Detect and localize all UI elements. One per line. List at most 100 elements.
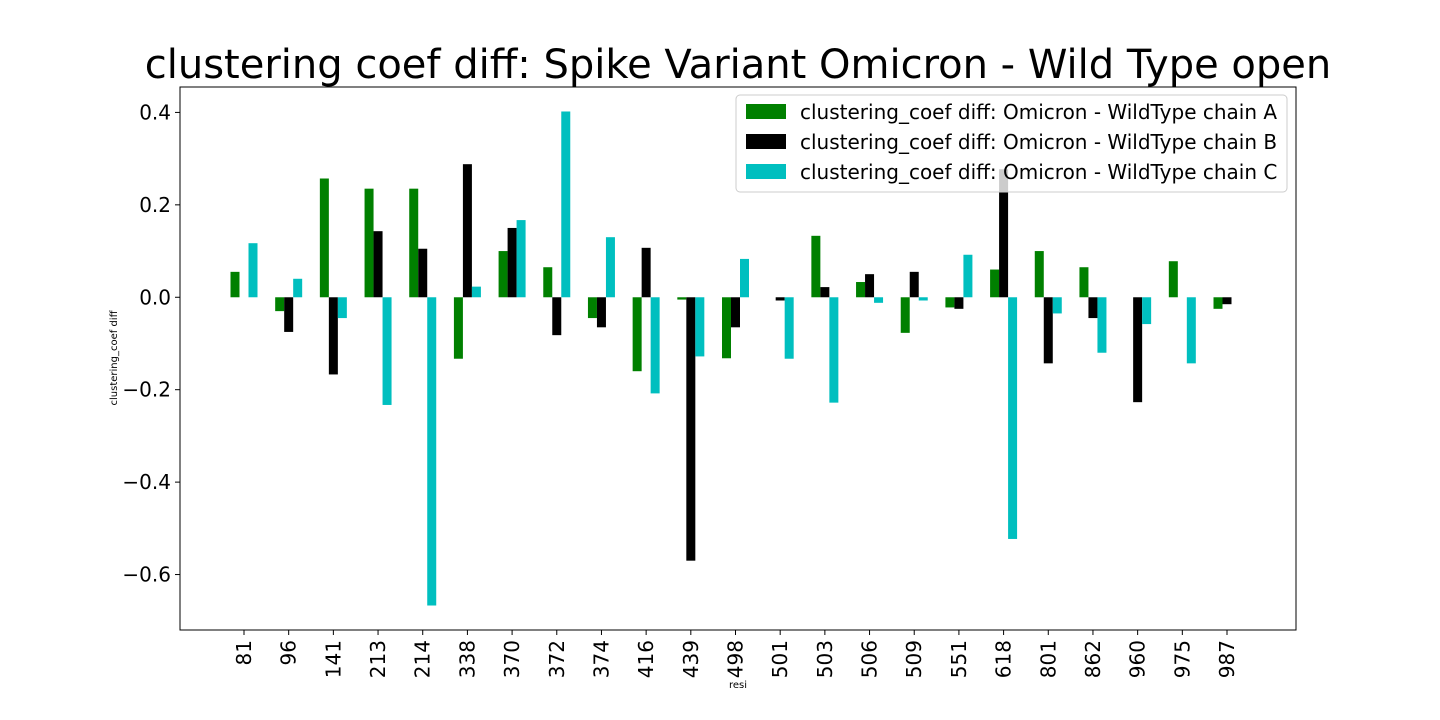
plot-frame: [179, 86, 1297, 631]
x-tick-label: 416: [634, 640, 658, 678]
y-tick-label: −0.6: [122, 563, 171, 587]
bar-chain-B-551: [954, 297, 964, 309]
bar-chain-C-338: [471, 286, 481, 298]
bar-chain-C-551: [963, 254, 973, 298]
x-tick-label: 338: [455, 640, 479, 678]
x-tick-label: 618: [992, 640, 1016, 678]
bar-chain-B-416: [641, 247, 651, 298]
bar-chain-B-96: [284, 297, 294, 332]
bar-chain-B-801: [1043, 297, 1053, 364]
bar-chain-C-960: [1142, 297, 1152, 325]
bar-chain-C-416: [650, 297, 660, 394]
bar-chain-C-862: [1097, 297, 1107, 353]
y-axis-label: clustering_coef diff: [109, 309, 120, 405]
bar-chain-C-975: [1186, 297, 1196, 364]
bar-chain-A-416: [632, 297, 642, 372]
x-tick-label: 372: [545, 640, 569, 678]
x-tick-label: 862: [1081, 640, 1105, 678]
bar-chain-A-439: [677, 297, 687, 300]
y-tick-label: −0.2: [122, 378, 171, 402]
x-axis: 81 96 141 213 214 338 370 372 374 416 439 498 501 503…: [232, 630, 1239, 678]
bar-chain-B-213: [373, 231, 383, 298]
bar-chain-B-439: [686, 297, 696, 561]
bar-chain-B-372: [552, 297, 562, 336]
x-tick-label: 501: [768, 640, 792, 678]
bar-chain-C-81: [248, 243, 258, 298]
bar-chain-A-498: [722, 297, 731, 359]
bar-chain-C-503: [829, 297, 839, 403]
bar-chain-A-81: [230, 271, 240, 298]
bars-group: [230, 111, 1232, 606]
bar-chain-B-503: [820, 287, 830, 298]
x-tick-label: 213: [366, 640, 390, 678]
x-tick-label: 509: [902, 640, 926, 678]
y-axis: 0.4 0.2 0.0 −0.2 −0.4 −0.6: [122, 100, 180, 587]
bar-chain-C-96: [293, 278, 303, 298]
bar-chain-C-214: [427, 297, 437, 606]
bar-chain-A-338: [453, 297, 463, 359]
bar-chain-B-618: [999, 169, 1009, 298]
bar-chain-B-960: [1133, 297, 1143, 403]
bar-chain-C-372: [561, 111, 571, 298]
x-tick-label: 987: [1215, 640, 1239, 678]
x-tick-label: 498: [724, 640, 748, 678]
legend: clustering_coef diff: Omicron - WildType…: [735, 94, 1288, 193]
x-tick-label: 141: [321, 640, 345, 678]
x-tick-label: 960: [1126, 640, 1150, 678]
bar-chain-B-501: [775, 297, 785, 301]
bar-chain-B-498: [731, 297, 740, 328]
bar-chain-B-509: [909, 271, 919, 298]
bar-chain-B-987: [1222, 297, 1232, 305]
x-tick-label: 503: [813, 640, 837, 678]
bar-chain-C-801: [1052, 297, 1062, 314]
x-tick-label: 439: [679, 640, 703, 678]
legend-label: clustering_coef diff: Omicron - WildType…: [800, 130, 1277, 154]
legend-swatch: [746, 134, 786, 149]
legend-label: clustering_coef diff: Omicron - WildType…: [800, 160, 1277, 184]
bar-chain-A-96: [275, 297, 285, 312]
bar-chain-C-618: [1008, 297, 1018, 539]
y-tick-label: −0.4: [122, 470, 171, 494]
bar-chain-C-374: [605, 237, 615, 298]
x-tick-label: 551: [947, 640, 971, 678]
bar-chain-C-213: [382, 297, 392, 405]
x-tick-label: 801: [1036, 640, 1060, 678]
bar-chain-A-141: [319, 178, 329, 298]
bar-chain-B-506: [865, 274, 875, 298]
bar-chain-A-503: [811, 235, 821, 298]
bar-chain-C-439: [695, 297, 705, 357]
x-tick-label: 975: [1170, 640, 1194, 678]
bar-chain-B-370: [507, 227, 517, 298]
bar-chain-A-506: [856, 282, 866, 298]
bar-chain-A-374: [587, 297, 597, 319]
x-tick-label: 214: [411, 640, 435, 678]
y-tick-label: 0.0: [139, 285, 171, 309]
bar-chain-A-862: [1079, 267, 1089, 298]
x-tick-label: 96: [277, 640, 301, 665]
legend-swatch: [746, 104, 786, 119]
x-tick-label: 506: [858, 640, 882, 678]
bar-chain-B-214: [418, 248, 428, 298]
bar-chain-A-213: [364, 188, 374, 298]
bar-chain-B-338: [462, 164, 472, 298]
bar-chain-A-801: [1034, 251, 1044, 298]
bar-chain-B-862: [1088, 297, 1098, 319]
x-tick-label: 374: [589, 640, 613, 678]
bar-chain-C-141: [337, 297, 347, 319]
bar-chain-A-370: [498, 251, 508, 298]
bar-chain-A-372: [543, 267, 553, 298]
bar-chain-A-975: [1168, 261, 1178, 298]
bar-chain-A-551: [945, 297, 955, 308]
bar-chain-C-370: [516, 220, 526, 298]
bar-chain-B-374: [596, 297, 606, 328]
bar-chain-B-141: [328, 297, 338, 375]
y-tick-label: 0.4: [139, 100, 171, 124]
chart-title: clustering coef diff: Spike Variant Omic…: [145, 42, 1332, 88]
bar-chain-C-498: [740, 258, 749, 298]
x-tick-label: 81: [232, 640, 256, 665]
legend-box: [735, 94, 1288, 193]
bar-chain-C-506: [874, 297, 884, 303]
bar-chain-A-509: [900, 297, 910, 333]
bar-chain-A-618: [990, 269, 1000, 298]
